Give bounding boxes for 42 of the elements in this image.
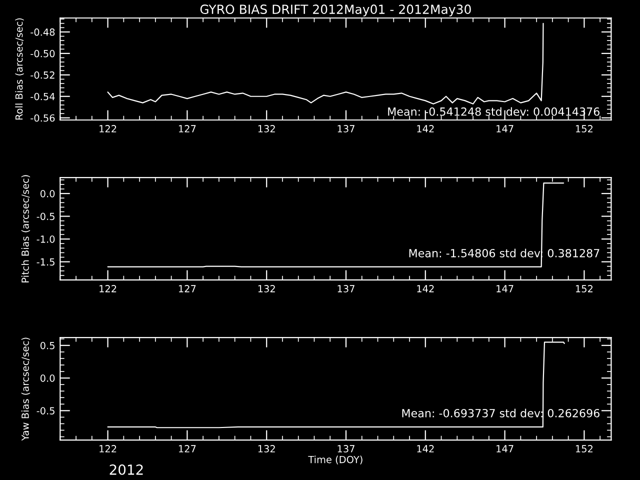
y-axis-title: Yaw Bias (arcsec/sec) [21,338,30,441]
x-tick-label: 142 [417,125,434,132]
x-tick-label: 132 [258,445,275,452]
line-series [107,22,544,104]
x-tick-label: 122 [100,125,116,132]
y-tick-label: -0.50 [30,50,55,58]
y-tick-label: -0.54 [30,92,55,100]
text: 2012 [110,464,143,475]
y-tick-label: -0.5 [36,212,54,220]
x-tick-label: 147 [496,445,514,452]
chart-title: GYRO BIAS DRIFT 2012May01 - 2012May30 [200,4,471,16]
x-tick-label: 127 [178,125,196,132]
y-tick-label: 0.0 [40,374,55,382]
y-tick-label: -1.5 [36,258,54,266]
y-tick-label: 0.0 [40,190,55,198]
x-tick-label: 142 [417,445,434,452]
x-tick-label: 147 [496,125,514,132]
y-axis-title: Pitch Bias (arcsec/sec) [21,175,30,282]
x-tick-label: 152 [576,445,593,452]
x-tick-label: 152 [576,125,593,132]
x-axis-title: Time (DOY) [308,456,362,464]
y-tick-label: -0.56 [30,114,55,122]
x-tick-label: 132 [258,285,275,292]
y-tick-label: 0.5 [40,342,54,350]
x-tick-label: 152 [576,285,593,292]
x-tick-label: 137 [338,285,354,292]
annotation: Mean: -0.693737 std dev: 0.262696 [402,408,600,418]
y-tick-label: -0.48 [30,28,55,36]
y-tick-label: -0.5 [36,407,54,414]
y-axis-title: Roll Bias (arcsec/sec) [15,18,24,120]
annotation: Mean: -0.541248 std dev: 0.00414376 [388,107,600,116]
x-tick-label: 122 [100,445,116,452]
x-tick-label: 137 [338,445,354,452]
x-tick-label: 137 [338,125,354,132]
x-tick-label: 127 [178,285,196,292]
x-tick-label: 147 [496,285,514,292]
x-tick-label: 127 [178,445,196,452]
y-tick-label: -1.0 [36,236,55,243]
y-tick-label: -0.52 [30,71,54,79]
x-tick-label: 142 [417,285,434,292]
x-tick-label: 132 [258,125,275,132]
x-tick-label: 122 [100,285,116,292]
